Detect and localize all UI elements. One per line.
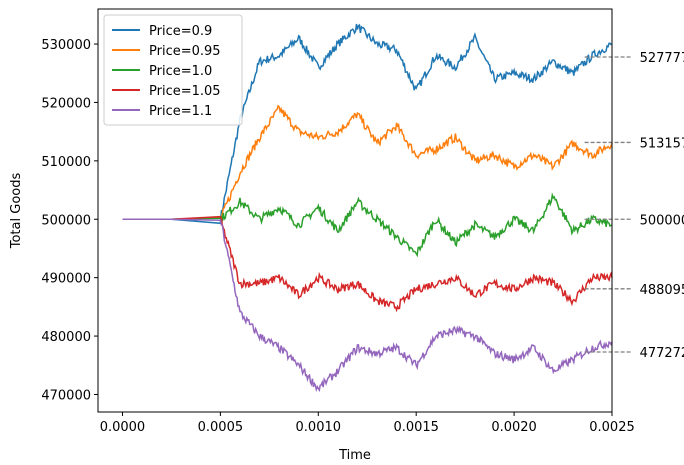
series-line-price-0-9	[122, 23, 613, 225]
x-axis-ticks: 0.0000 0.0005 0.0010 0.0015 0.0020 0.0025	[100, 412, 635, 435]
y-tick-label: 520000	[41, 96, 91, 111]
legend-label-price-1-05: Price=1.05	[149, 84, 221, 99]
reference-label-477272: 477272	[640, 346, 684, 361]
reference-lines	[584, 56, 632, 353]
y-tick-label: 480000	[41, 330, 91, 345]
legend-label-price-0-95: Price=0.95	[149, 44, 221, 59]
x-tick-label: 0.0005	[198, 420, 244, 435]
x-tick-label: 0.0020	[491, 420, 537, 435]
x-tick-label: 0.0015	[393, 420, 439, 435]
x-tick-label: 0.0025	[589, 420, 635, 435]
series-lines	[122, 23, 613, 393]
y-tick-label: 530000	[41, 38, 91, 53]
y-tick-label: 490000	[41, 272, 91, 287]
x-axis-label: Time	[338, 448, 371, 463]
reference-label-527777: 527777	[640, 51, 684, 66]
series-line-price-1-0	[122, 192, 613, 258]
legend-box	[103, 14, 243, 126]
series-line-price-0-95	[122, 104, 613, 221]
series-line-price-1-05	[122, 215, 613, 313]
x-tick-label: 0.0000	[100, 420, 146, 435]
y-axis-label: Total Goods	[9, 173, 24, 250]
series-line-price-1-1	[122, 218, 613, 393]
legend-label-price-1-0: Price=1.0	[149, 64, 212, 79]
y-tick-label: 510000	[41, 155, 91, 170]
reference-label-513157: 513157	[640, 136, 684, 151]
legend-label-price-1-1: Price=1.1	[149, 104, 212, 119]
x-tick-label: 0.0010	[296, 420, 342, 435]
y-tick-label: 470000	[41, 388, 91, 403]
reference-label-488095: 488095	[640, 283, 684, 298]
legend: Price=0.9 Price=0.95 Price=1.0 Price=1.05 Pr…	[103, 14, 243, 126]
reference-labels: 527777 513157 500000 488095 477272	[640, 51, 684, 361]
y-axis-ticks: 470000 480000 490000 500000 510000 520000 5300…	[41, 38, 98, 403]
y-tick-label: 500000	[41, 213, 91, 228]
legend-label-price-0-9: Price=0.9	[149, 24, 212, 39]
plot-frame	[97, 8, 613, 413]
reference-label-500000: 500000	[640, 213, 684, 228]
